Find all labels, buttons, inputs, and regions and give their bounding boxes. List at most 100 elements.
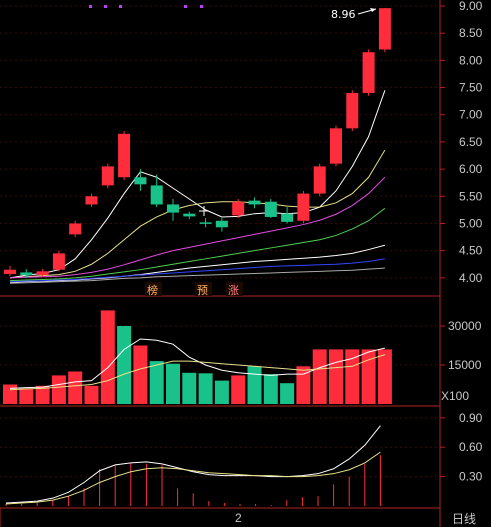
cross-marker: [199, 206, 209, 216]
candle-body: [297, 193, 310, 221]
candle-body: [20, 272, 33, 276]
indicator-tick-label: 0.60: [459, 440, 483, 454]
volume-bar: [377, 349, 392, 404]
indicator-line1: [5, 425, 381, 504]
indicator-line2: [5, 451, 381, 505]
volume-bar: [117, 326, 132, 404]
candle-body: [378, 8, 391, 50]
ma120-line: [9, 258, 385, 283]
volume-bar: [149, 361, 164, 404]
timeframe-label: 日线: [452, 512, 476, 526]
candle-body: [330, 128, 342, 164]
candle-body: [248, 200, 261, 205]
signal-dot: [119, 5, 122, 8]
volume-bar: [198, 373, 213, 404]
volume-tick-label: 15000: [448, 358, 482, 372]
high-price-marker: 8.96: [331, 8, 377, 21]
price-tick-label: 6.00: [459, 162, 483, 176]
ma30-line: [9, 207, 386, 282]
x-tick-label: 2: [235, 511, 242, 525]
volume-bar: [329, 349, 343, 404]
candle-body: [167, 204, 179, 213]
price-tick-label: 4.50: [459, 244, 483, 258]
price-tick-label: 6.50: [459, 135, 483, 149]
volume-bar: [84, 385, 99, 404]
badge-yu: 预: [197, 284, 208, 297]
volume-unit-label: X100: [441, 389, 469, 403]
price-tick-label: 4.00: [459, 271, 483, 285]
candle-body: [281, 213, 294, 222]
candle-body: [52, 253, 65, 270]
volume-bar: [3, 384, 17, 404]
volume-bar: [345, 349, 360, 404]
volume-ma-lines: [9, 338, 386, 391]
candle-body: [4, 269, 16, 275]
candle-body: [313, 166, 326, 194]
candle-body: [69, 223, 82, 235]
badge-box: [145, 282, 162, 296]
indicator-tick-label: 0.30: [459, 470, 483, 484]
candle-body: [36, 271, 49, 276]
candle-body: [199, 222, 212, 224]
ma20-line: [9, 176, 386, 279]
candle-body: [215, 220, 228, 228]
top-signal-markers: [89, 5, 203, 8]
candle-body: [134, 177, 147, 185]
volume-ma10-line: [9, 354, 386, 391]
volume-tick-label: 30000: [448, 319, 482, 333]
volume-bar: [35, 385, 50, 404]
price-tick-label: 9.00: [459, 0, 483, 13]
volume-bar: [19, 388, 34, 404]
candle-body: [118, 133, 131, 178]
candle-body: [101, 166, 114, 186]
high-price-label: 8.96: [331, 8, 356, 21]
volume-bar: [361, 349, 376, 404]
volume-ma5-line: [9, 338, 386, 389]
candle-body: [85, 196, 98, 205]
volume-bar: [312, 349, 327, 404]
volume-bar: [263, 374, 278, 404]
volume-bar: [247, 366, 262, 404]
volume-bar: [68, 371, 83, 404]
price-tick-label: 7.00: [459, 108, 483, 122]
badge-zhang: 涨: [228, 284, 239, 297]
volume-bar: [100, 310, 115, 404]
signal-dot: [200, 5, 203, 8]
indicator-lines: [5, 425, 381, 505]
candlestick-series[interactable]: [4, 8, 391, 278]
badge-bang: 榜: [147, 283, 158, 297]
badge-box: [195, 282, 212, 296]
indicator-axis: 0.30 0.60 0.90: [440, 411, 483, 484]
timeframe-button[interactable]: 日线: [443, 510, 489, 526]
volume-bar: [214, 380, 229, 404]
volume-bar: [280, 383, 295, 404]
volume-bars[interactable]: [3, 310, 392, 404]
volume-bar: [182, 372, 197, 404]
signal-dot: [104, 5, 107, 8]
signal-dot: [184, 5, 187, 8]
price-tick-label: 8.50: [459, 26, 483, 40]
price-tick-label: 8.00: [459, 53, 483, 67]
price-tick-label: 5.00: [459, 216, 483, 230]
moving-average-lines: [9, 90, 386, 284]
badge-box: [226, 282, 243, 296]
candle-body: [362, 52, 375, 93]
volume-bar: [166, 363, 180, 404]
candle-body: [264, 201, 277, 217]
volume-bar: [231, 375, 246, 404]
ma60-line: [9, 244, 386, 283]
timeframe-button-bg: [443, 510, 489, 526]
volume-axis: 15000 30000: [440, 319, 482, 372]
indicator-bars[interactable]: [5, 455, 381, 506]
bottom-bar: 2: [235, 511, 242, 525]
indicator-tick-label: 0.90: [459, 411, 483, 425]
price-tick-label: 5.50: [459, 189, 483, 203]
candle-body: [183, 213, 196, 217]
event-badges[interactable]: 榜 预 涨: [145, 282, 243, 297]
candle-body: [150, 185, 163, 205]
candle-body: [232, 201, 245, 216]
price-tick-label: 7.50: [459, 81, 483, 95]
ma250-line: [9, 267, 385, 284]
